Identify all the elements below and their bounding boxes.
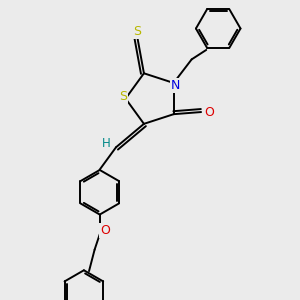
Text: S: S: [119, 90, 127, 103]
Text: S: S: [134, 25, 142, 38]
Text: N: N: [171, 79, 181, 92]
Text: O: O: [204, 106, 214, 118]
Text: H: H: [102, 137, 111, 150]
Text: O: O: [100, 224, 110, 237]
